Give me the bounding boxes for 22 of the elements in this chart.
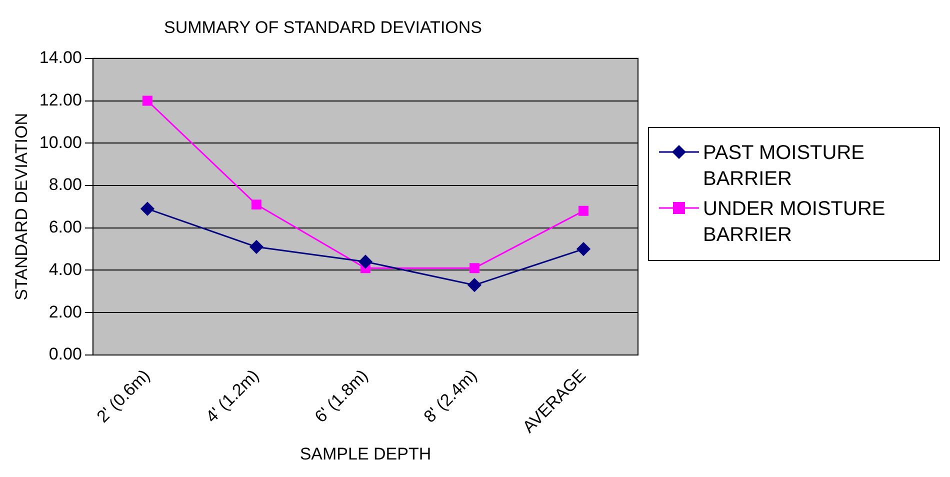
point	[250, 240, 264, 254]
x-axis-title: SAMPLE DEPTH	[300, 444, 432, 464]
point	[576, 242, 590, 256]
y-tick-label: 0.00	[48, 344, 82, 364]
point	[142, 96, 152, 106]
point	[140, 202, 154, 216]
y-tick-label: 6.00	[48, 218, 82, 237]
y-axis-title: STANDARD DEVIATION	[12, 113, 31, 300]
legend-label: UNDER MOISTURE BARRIER	[703, 196, 886, 248]
point	[468, 278, 482, 292]
y-tick-label: 4.00	[48, 260, 82, 279]
point	[578, 206, 588, 216]
y-tick-label: 12.00	[39, 90, 82, 110]
y-tick-label: 8.00	[48, 175, 82, 194]
y-tick-label: 2.00	[48, 302, 82, 322]
y-tick-label: 10.00	[39, 132, 82, 152]
point	[358, 254, 372, 268]
point	[469, 263, 480, 274]
chart-title: SUMMARY OF STANDARD DEVIATIONS	[164, 18, 482, 37]
point	[251, 200, 262, 210]
legend-label: PAST MOISTURE BARRIER	[703, 140, 866, 192]
y-tick-label: 14.00	[39, 48, 82, 68]
